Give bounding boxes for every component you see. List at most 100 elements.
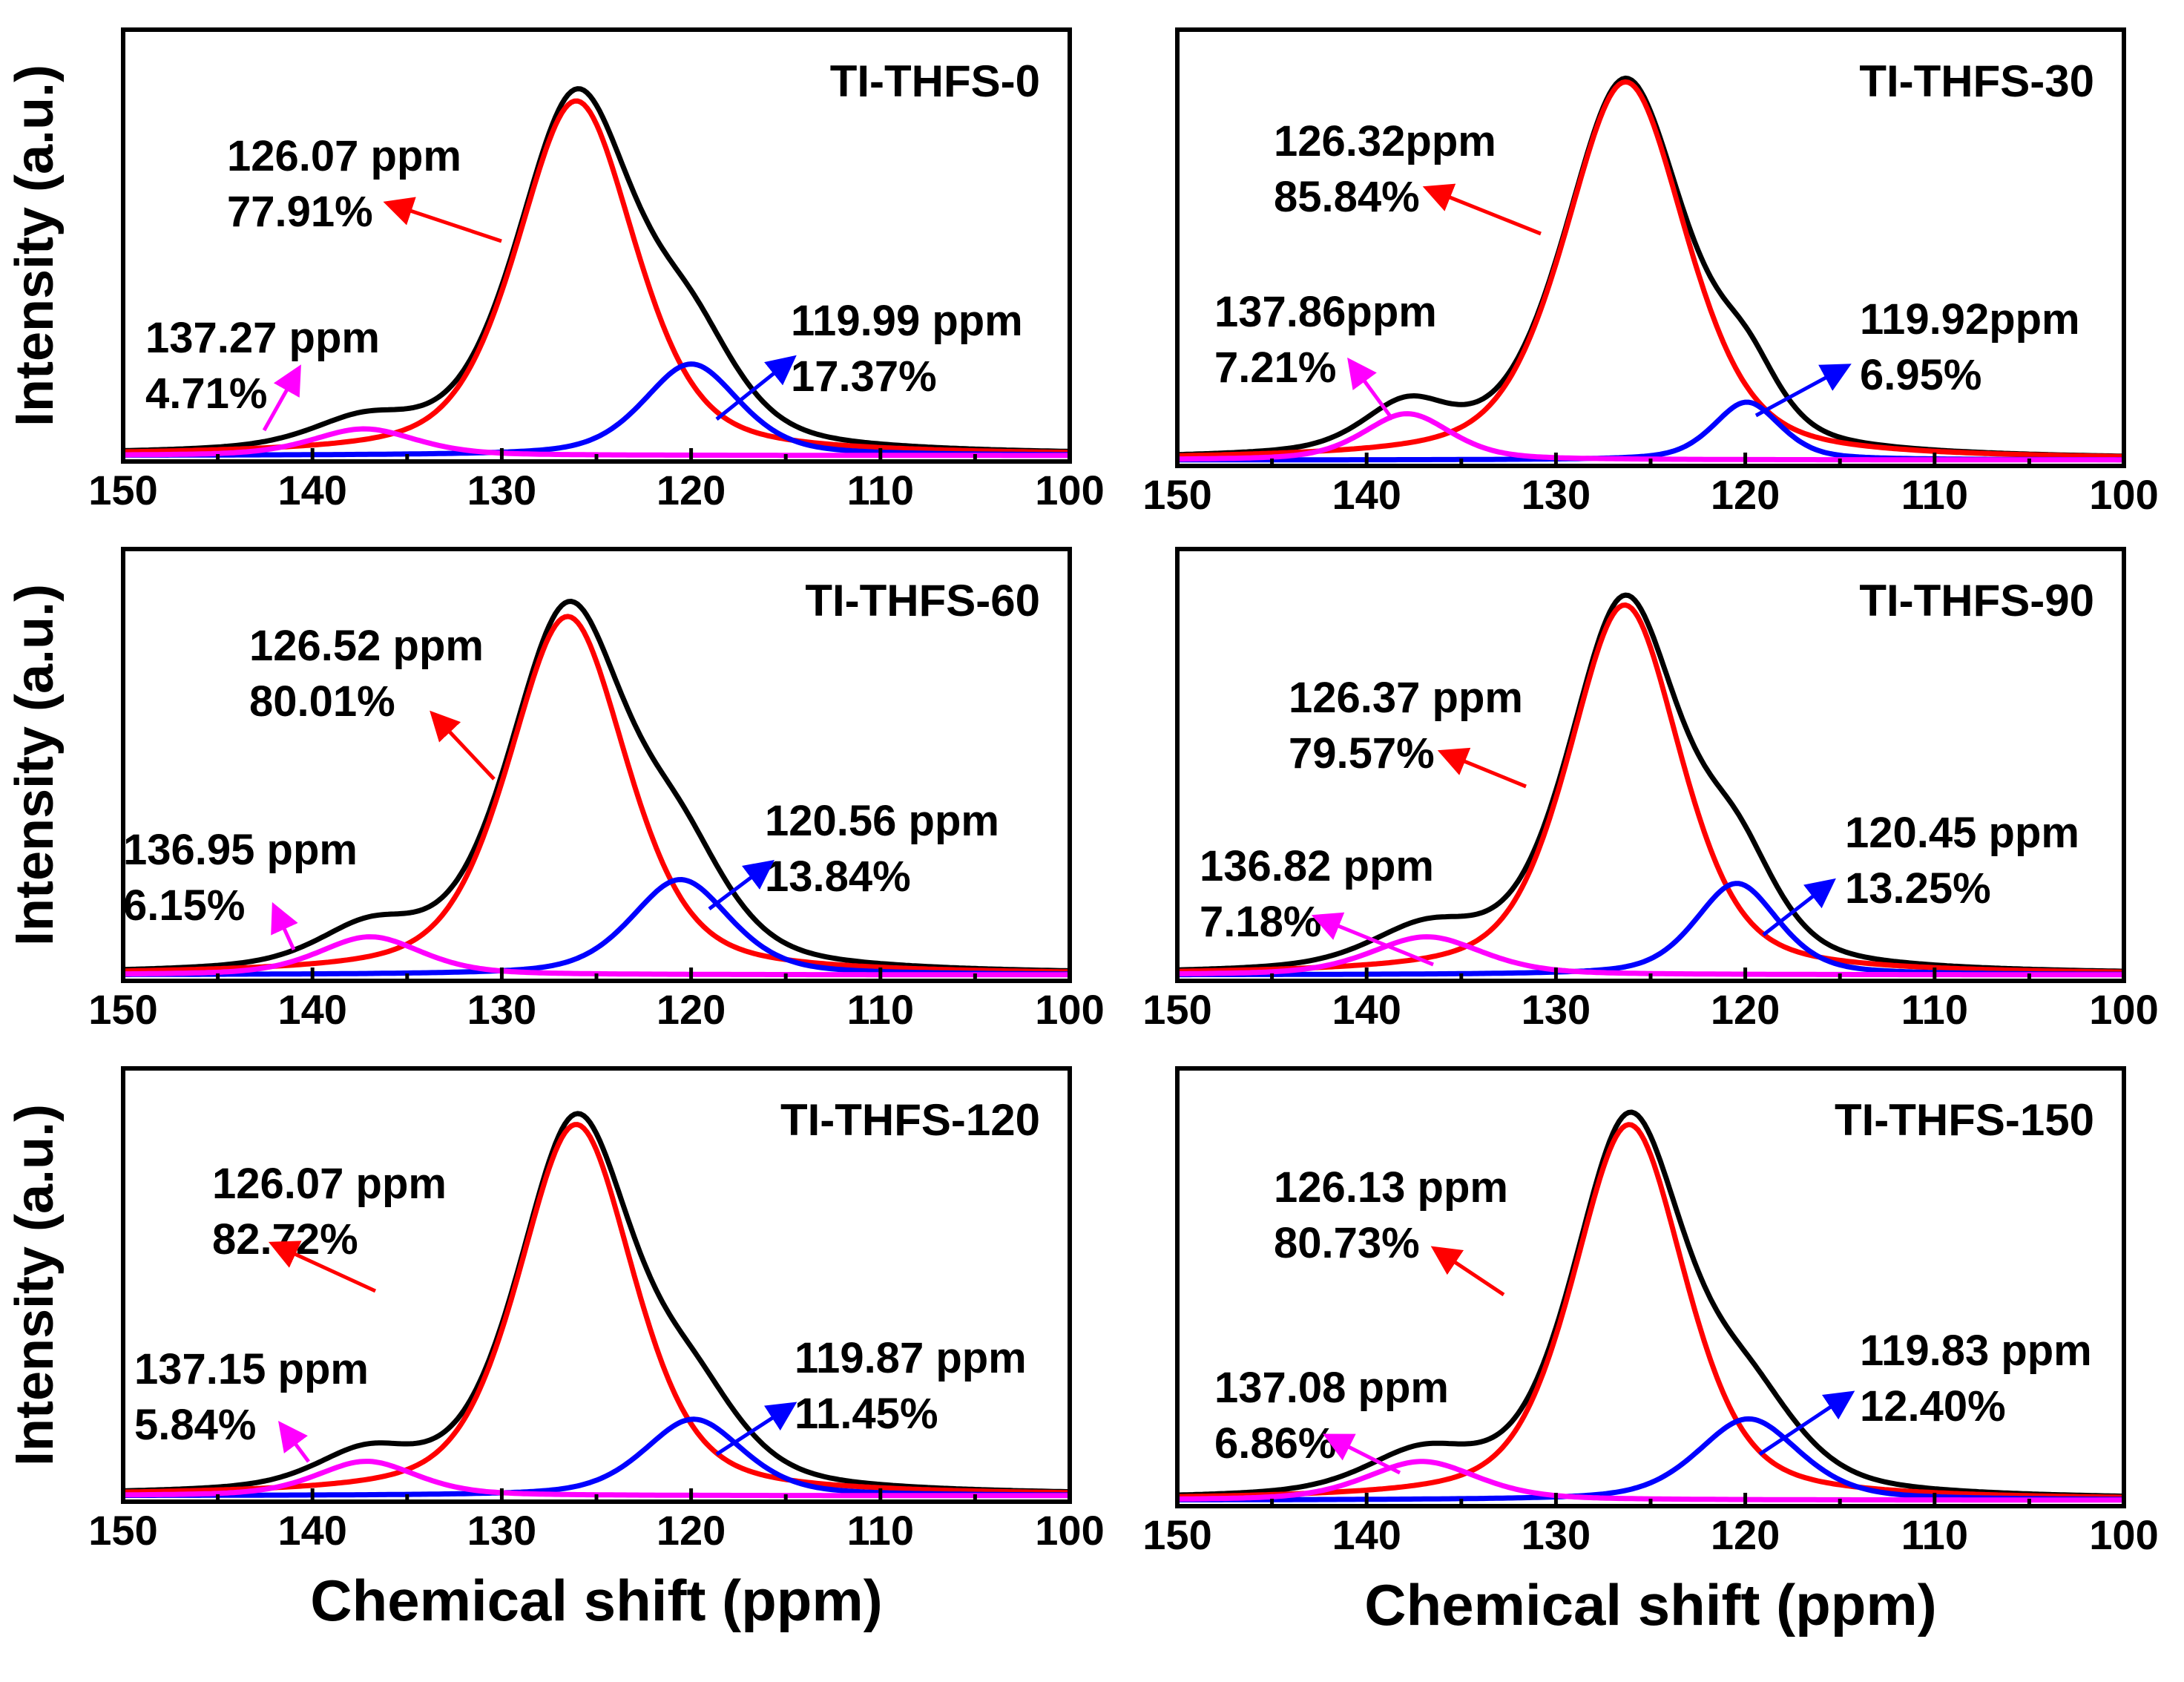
peak-position-label: 136.82 ppm [1200, 842, 1434, 890]
y-axis-label: Intensity (a.u.) [5, 65, 65, 427]
y-axis-label: Intensity (a.u.) [5, 1104, 65, 1466]
peak-annotation-mag: 136.82 ppm 7.18% [1200, 842, 1434, 967]
peak-area-label: 80.01% [249, 677, 395, 726]
peak-position-label: 120.56 ppm [765, 797, 999, 845]
annotation-arrow [430, 710, 496, 781]
peak-annotation-mag: 137.86ppm 7.21% [1214, 288, 1437, 421]
x-tick-label: 120 [1711, 1511, 1780, 1558]
x-tick-label: 140 [1332, 1511, 1401, 1558]
peak-position-label: 126.52 ppm [249, 622, 484, 670]
peak-position-label: 126.07 ppm [212, 1160, 447, 1208]
peak-annotation-blu: 119.99 ppm 17.37% [715, 297, 1023, 421]
panel-1: 150 140 130 120 110 100 TI-THFS-0 Intensity (a.… [5, 27, 1105, 513]
annotation-arrow [1437, 747, 1527, 789]
x-axis-label: Chemical shift (ppm) [310, 1568, 882, 1633]
peak-annotation-red: 126.52 ppm 80.01% [249, 622, 496, 781]
panel-title: TI-THFS-120 [780, 1095, 1040, 1145]
peak-area-label: 12.40% [1860, 1382, 2006, 1430]
peak-position-label: 119.92ppm [1860, 295, 2080, 344]
y-axis-label: Intensity (a.u.) [5, 584, 65, 946]
panel-title: TI-THFS-30 [1859, 56, 2094, 106]
annotation-arrow [1311, 912, 1434, 967]
x-tick-label: 130 [467, 467, 536, 513]
x-axis-label: Chemical shift (ppm) [1364, 1572, 1936, 1637]
peak-position-label: 119.83 ppm [1860, 1327, 2092, 1375]
x-tick-label: 110 [847, 1507, 914, 1554]
x-tick-label: 130 [467, 1507, 536, 1554]
peak-annotation-blu: 119.92ppm 6.95% [1754, 295, 2080, 418]
x-tick-label: 150 [1142, 986, 1211, 1033]
peak-area-label: 4.71% [145, 369, 267, 418]
annotation-arrow [715, 1402, 797, 1456]
peak-area-label: 85.84% [1274, 173, 1420, 221]
peak-area-label: 6.86% [1214, 1419, 1336, 1468]
x-tick-label: 150 [88, 1507, 157, 1554]
annotation-arrow [268, 1241, 377, 1293]
fit-peak-red [1177, 602, 2124, 975]
peak-area-label: 79.57% [1289, 729, 1435, 778]
x-tick-label: 110 [847, 986, 914, 1033]
annotation-arrow [1323, 1433, 1401, 1475]
x-tick-label: 110 [847, 467, 914, 513]
x-tick-label: 140 [277, 986, 346, 1033]
x-tick-label: 140 [277, 467, 346, 513]
envelope-curve [122, 599, 1070, 973]
annotation-arrow [1422, 183, 1542, 236]
x-tick-label: 100 [2089, 986, 2158, 1033]
x-tick-label: 120 [1711, 471, 1780, 518]
peak-position-label: 120.45 ppm [1845, 809, 2079, 857]
annotation-arrow [1762, 878, 1836, 936]
panel-4: 150 140 130 120 110 100 TI-THFS-90 126.37 ppm 79… [1142, 547, 2159, 1033]
panel-3: 150 140 130 120 110 100 TI-THFS-60 Intensity (a… [5, 547, 1105, 1033]
peak-area-label: 13.25% [1845, 864, 1991, 913]
peak-annotation-mag: 137.15 ppm 5.84% [134, 1345, 369, 1463]
peak-annotation-mag: 136.95 ppm 6.15% [123, 826, 358, 951]
x-tick-label: 110 [1901, 471, 1968, 518]
annotation-arrow [1758, 1390, 1855, 1456]
peak-annotation-mag: 137.08 ppm 6.86% [1214, 1364, 1449, 1475]
peak-area-label: 7.18% [1200, 898, 1321, 946]
x-tick-label: 140 [1332, 471, 1401, 518]
peak-annotation-red: 126.32ppm 85.84% [1274, 117, 1542, 236]
fit-peak-red [1177, 79, 2124, 459]
peak-position-label: 137.86ppm [1214, 288, 1437, 336]
peak-area-label: 6.15% [123, 881, 245, 930]
x-tick-label: 120 [657, 1507, 726, 1554]
annotation-arrow [383, 197, 502, 243]
peak-annotation-red: 126.37 ppm 79.57% [1289, 674, 1527, 789]
peak-position-label: 126.07 ppm [227, 132, 461, 180]
x-tick-label: 150 [88, 986, 157, 1033]
peak-area-label: 6.95% [1860, 351, 1981, 399]
x-tick-label: 120 [1711, 986, 1780, 1033]
x-tick-label: 100 [1035, 986, 1104, 1033]
x-tick-label: 150 [1142, 1511, 1211, 1558]
x-tick-label: 100 [2089, 1511, 2158, 1558]
peak-annotation-blu: 119.87 ppm 11.45% [715, 1334, 1027, 1456]
annotation-arrow [1347, 357, 1395, 421]
annotation-arrow [1754, 364, 1852, 418]
x-tick-label: 120 [657, 467, 726, 513]
panel-title: TI-THFS-90 [1859, 576, 2094, 625]
peak-area-label: 13.84% [765, 853, 911, 901]
peak-area-label: 80.73% [1274, 1219, 1420, 1267]
peak-annotation-blu: 120.45 ppm 13.25% [1762, 809, 2079, 936]
x-tick-label: 130 [467, 986, 536, 1033]
x-tick-label: 130 [1522, 986, 1591, 1033]
peak-area-label: 5.84% [134, 1401, 256, 1449]
panel-6: 150 140 130 120 110 100 TI-THFS-150 Chemical sh… [1142, 1066, 2159, 1637]
peak-position-label: 126.32ppm [1274, 117, 1496, 165]
x-tick-label: 100 [1035, 467, 1104, 513]
peak-annotation-red: 126.07 ppm 77.91% [227, 132, 502, 243]
peak-position-label: 126.13 ppm [1274, 1163, 1508, 1212]
peak-area-label: 7.21% [1214, 344, 1336, 392]
envelope-curve [1177, 1109, 2124, 1499]
annotation-arrow [271, 901, 298, 951]
x-tick-label: 100 [2089, 471, 2158, 518]
peak-annotation-mag: 137.27 ppm 4.71% [145, 314, 380, 432]
peak-position-label: 136.95 ppm [123, 826, 358, 874]
x-tick-label: 130 [1522, 1511, 1591, 1558]
peak-position-label: 126.37 ppm [1289, 674, 1523, 722]
fit-peak-red [1177, 1122, 2125, 1500]
envelope-curve [122, 86, 1070, 454]
